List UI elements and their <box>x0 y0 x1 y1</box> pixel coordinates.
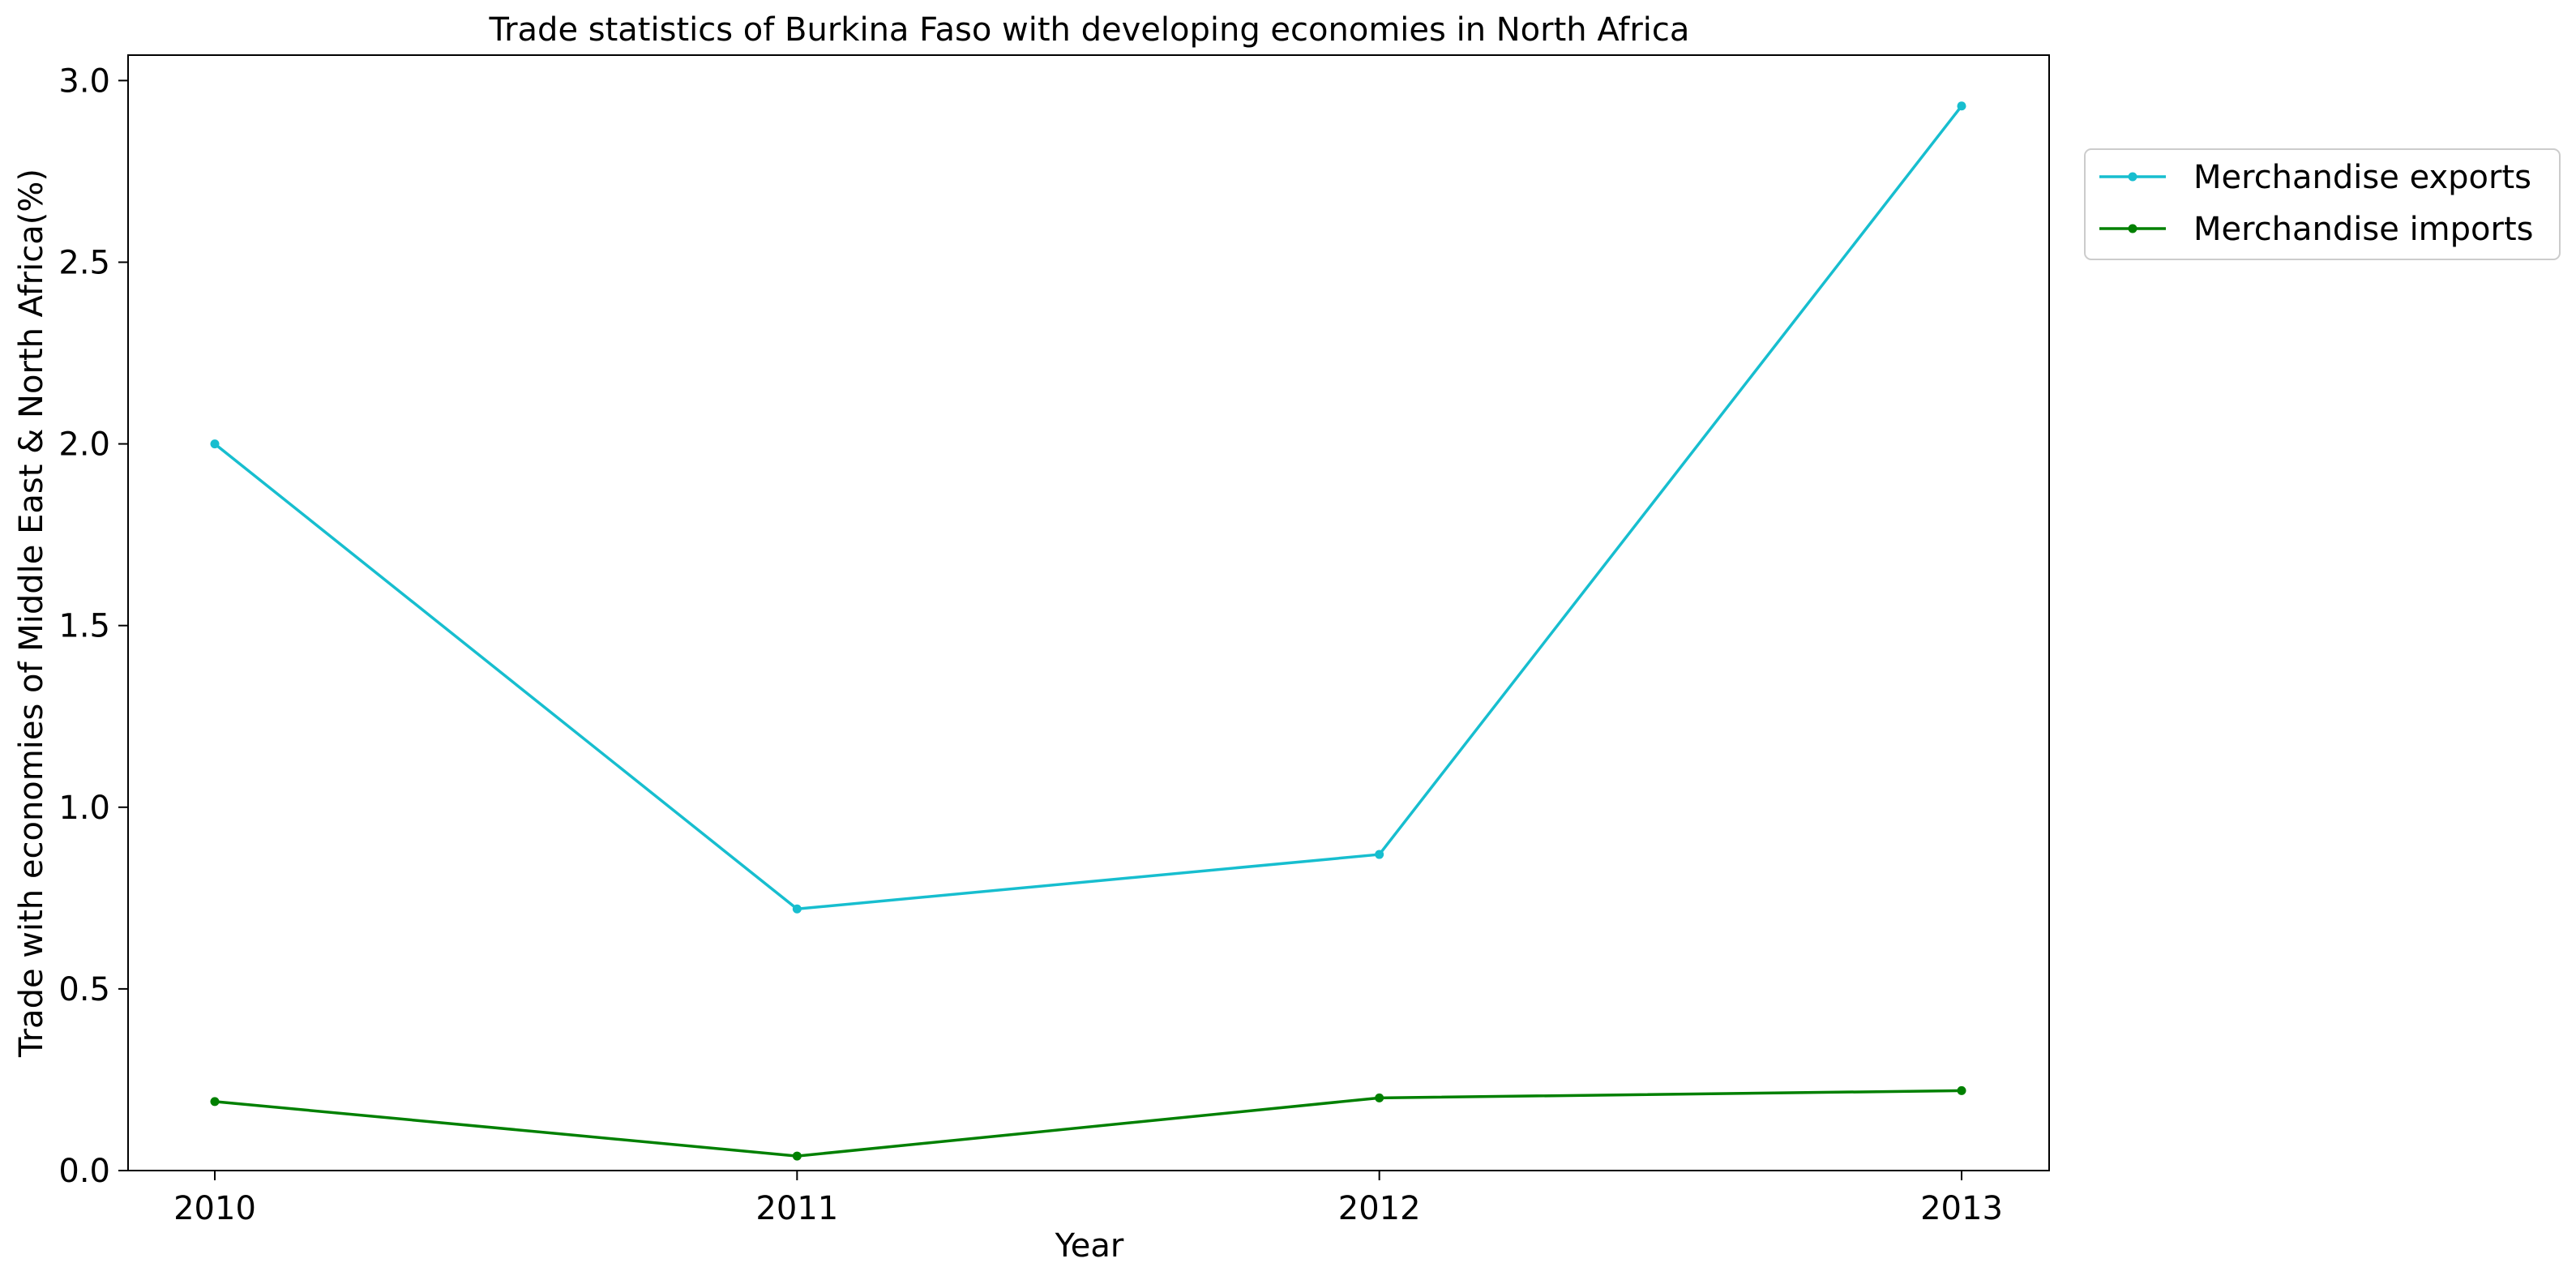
data-point <box>1957 1085 1966 1095</box>
data-point <box>1375 850 1384 859</box>
legend: Merchandise exports Merchandise imports <box>2084 148 2561 260</box>
x-tick-label: 2012 <box>1338 1190 1421 1227</box>
series-group <box>210 1085 1966 1161</box>
x-axis-label: Year <box>1055 1227 1124 1265</box>
y-tick-label: 0.5 <box>58 971 110 1008</box>
y-tick-label: 2.5 <box>58 244 110 281</box>
data-point <box>1957 101 1966 111</box>
data-point <box>792 904 802 914</box>
data-point <box>210 1097 220 1107</box>
legend-label: Merchandise exports <box>2193 159 2531 196</box>
legend-entry: Merchandise imports <box>2099 211 2533 248</box>
legend-marker <box>2128 172 2137 182</box>
x-tick-label: 2010 <box>173 1190 256 1227</box>
y-tick-label: 2.0 <box>58 426 110 464</box>
legend-marker <box>2128 224 2137 233</box>
y-tick-label: 1.0 <box>58 790 110 827</box>
legend-entry: Merchandise exports <box>2099 159 2531 196</box>
data-point <box>1375 1093 1384 1102</box>
x-tick-label: 2011 <box>755 1190 838 1227</box>
series-layer <box>210 101 1966 1161</box>
series-line <box>213 105 1963 911</box>
data-point <box>792 1151 802 1161</box>
y-axis-ticks: 0.0 0.5 1.0 1.5 2.0 2.5 3.0 <box>58 62 128 1190</box>
y-tick-label: 3.0 <box>58 62 110 100</box>
legend-label: Merchandise imports <box>2193 211 2533 248</box>
plot-frame <box>127 54 2050 1171</box>
legend-box <box>2084 148 2561 260</box>
x-tick-label: 2013 <box>1920 1190 2003 1227</box>
y-tick-label: 1.5 <box>58 608 110 645</box>
y-axis-label: Trade with economies of Middle East & No… <box>13 169 50 1058</box>
x-axis-ticks: 2010 2011 2012 2013 <box>173 1171 2003 1227</box>
y-tick-label: 0.0 <box>58 1153 110 1190</box>
chart-title: Trade statistics of Burkina Faso with de… <box>489 11 1690 49</box>
series-line <box>214 1089 1962 1158</box>
series-group <box>210 101 1966 914</box>
data-point <box>210 439 220 449</box>
